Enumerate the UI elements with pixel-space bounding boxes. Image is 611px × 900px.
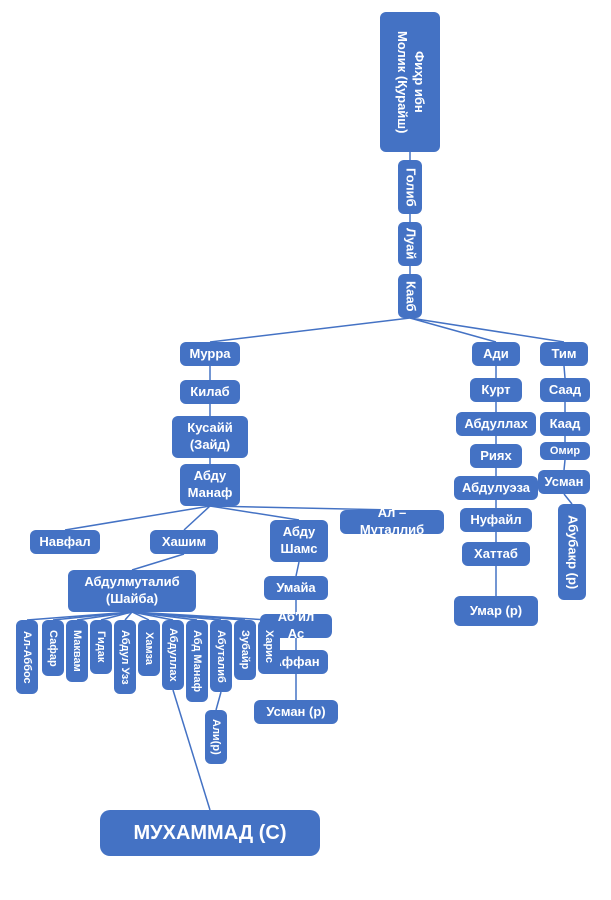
tree-node-kaad: Каад [540,412,590,436]
tree-node-safar: Сафар [42,620,64,676]
tree-node-usmanr: Усман (р) [254,700,338,724]
tree-node-abdumanaf: Абду Манаф [180,464,240,506]
tree-edge [132,554,184,570]
tree-node-abdullah_adi: Абдуллах [456,412,536,436]
tree-node-umar: Умар (р) [454,596,538,626]
tree-edge [296,562,299,576]
tree-node-almutallib: Ал –Муталлиб [340,510,444,534]
tree-node-omir: Омир [540,442,590,460]
tree-node-kaab: Кааб [398,274,422,318]
tree-edge [210,318,410,342]
tree-node-khattab: Хаттаб [462,542,530,566]
tree-node-golib: Голиб [398,160,422,214]
tree-node-ali: Али(р) [205,710,227,764]
tree-node-abutalib: Абуталиб [210,620,232,692]
tree-node-haris: Харис [258,620,280,674]
tree-node-alabbas: Ал-Аббос [16,620,38,694]
tree-node-riyah: Риях [470,444,522,468]
tree-node-umaya: Умайа [264,576,328,600]
tree-node-adi: Ади [472,342,520,366]
tree-node-zubayr: Зубайр [234,620,256,680]
tree-node-abduluzza: Абдулуэза [454,476,538,500]
tree-node-abdmanaf2: Абд Манаф [186,620,208,702]
tree-node-makvam: Маквам [66,620,88,682]
tree-node-abdushams: Абду Шамс [270,520,328,562]
tree-node-abdulloh_m: Абдуллах [162,620,184,690]
tree-node-abdumutalib: Абдулмуталиб (Шайба) [68,570,196,612]
tree-edge [216,692,221,710]
tree-node-kilab: Килаб [180,380,240,404]
tree-node-abubakr: Абубакр (р) [558,504,586,600]
tree-node-muhammad: МУХАММАД (С) [100,810,320,856]
tree-node-usman_tim: Усман [538,470,590,494]
tree-node-saad: Саад [540,378,590,402]
tree-edge [564,366,565,378]
tree-node-luay: Луай [398,222,422,266]
tree-node-navfal: Навфал [30,530,100,554]
tree-node-murra: Мурра [180,342,240,366]
tree-edge [564,460,565,470]
tree-node-hashim: Хашим [150,530,218,554]
tree-node-abduluzz: Абдул Узз [114,620,136,694]
tree-node-tim: Тим [540,342,588,366]
tree-node-kurt: Курт [470,378,522,402]
tree-edge [564,494,572,504]
tree-node-fihr: Фиҳр ибн Молик (Қурайш) [380,12,440,152]
tree-edge [410,318,564,342]
tree-node-hamza: Хамза [138,620,160,676]
tree-node-gidak: Гидак [90,620,112,674]
tree-node-kusayy: Кусайй (Зайд) [172,416,248,458]
tree-node-nufayl: Нуфайл [460,508,532,532]
